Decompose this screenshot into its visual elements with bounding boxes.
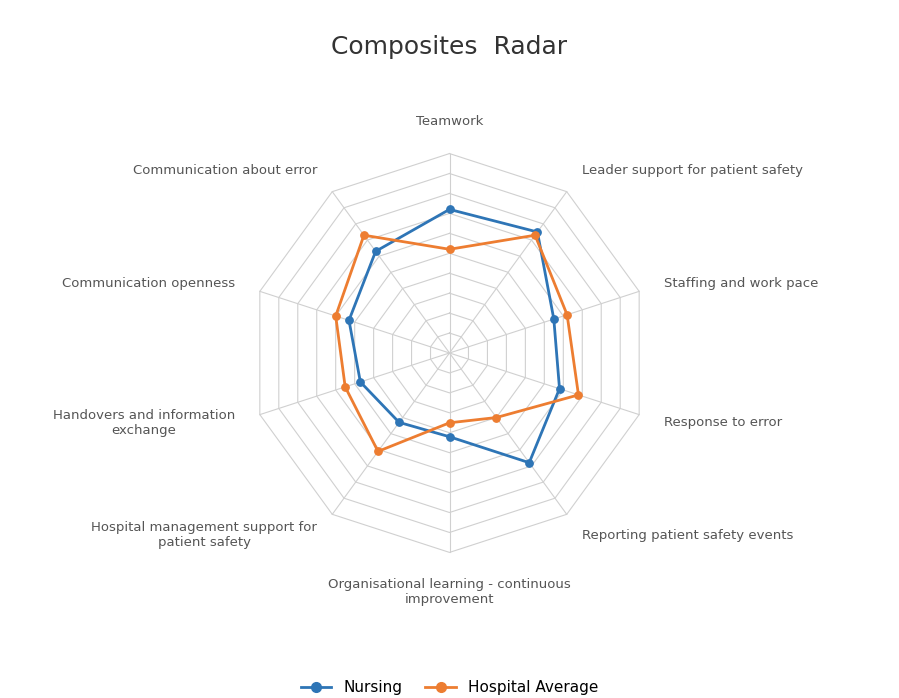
Point (442, 244, 457, 255)
Text: Organisational learning - continuous
improvement: Organisational learning - continuous imp… (328, 579, 571, 607)
Text: Leader support for patient safety: Leader support for patient safety (582, 164, 803, 177)
Legend: Nursing, Hospital Average: Nursing, Hospital Average (295, 674, 604, 698)
Point (571, 389, 585, 401)
Text: Handovers and information
exchange: Handovers and information exchange (53, 408, 236, 437)
Text: Composites  Radar: Composites Radar (332, 35, 567, 59)
Text: Reporting patient safety events: Reporting patient safety events (582, 529, 793, 542)
Point (442, 204, 457, 215)
Point (369, 246, 383, 257)
Text: Teamwork: Teamwork (416, 114, 483, 128)
Point (522, 457, 537, 468)
Text: Response to error: Response to error (663, 416, 782, 429)
Point (392, 417, 406, 428)
Point (547, 313, 561, 325)
Point (442, 417, 457, 429)
Point (530, 226, 545, 237)
Text: Communication openness: Communication openness (62, 277, 236, 290)
Text: Staffing and work pace: Staffing and work pace (663, 277, 818, 290)
Text: Hospital management support for
patient safety: Hospital management support for patient … (91, 521, 317, 549)
Point (560, 309, 574, 320)
Point (357, 230, 371, 241)
Point (353, 376, 368, 387)
Point (342, 315, 356, 326)
Point (552, 383, 566, 394)
Point (328, 311, 343, 322)
Text: Communication about error: Communication about error (133, 164, 317, 177)
Point (528, 230, 542, 241)
Point (370, 446, 385, 457)
Point (489, 412, 503, 423)
Point (442, 431, 457, 443)
Point (338, 381, 352, 392)
